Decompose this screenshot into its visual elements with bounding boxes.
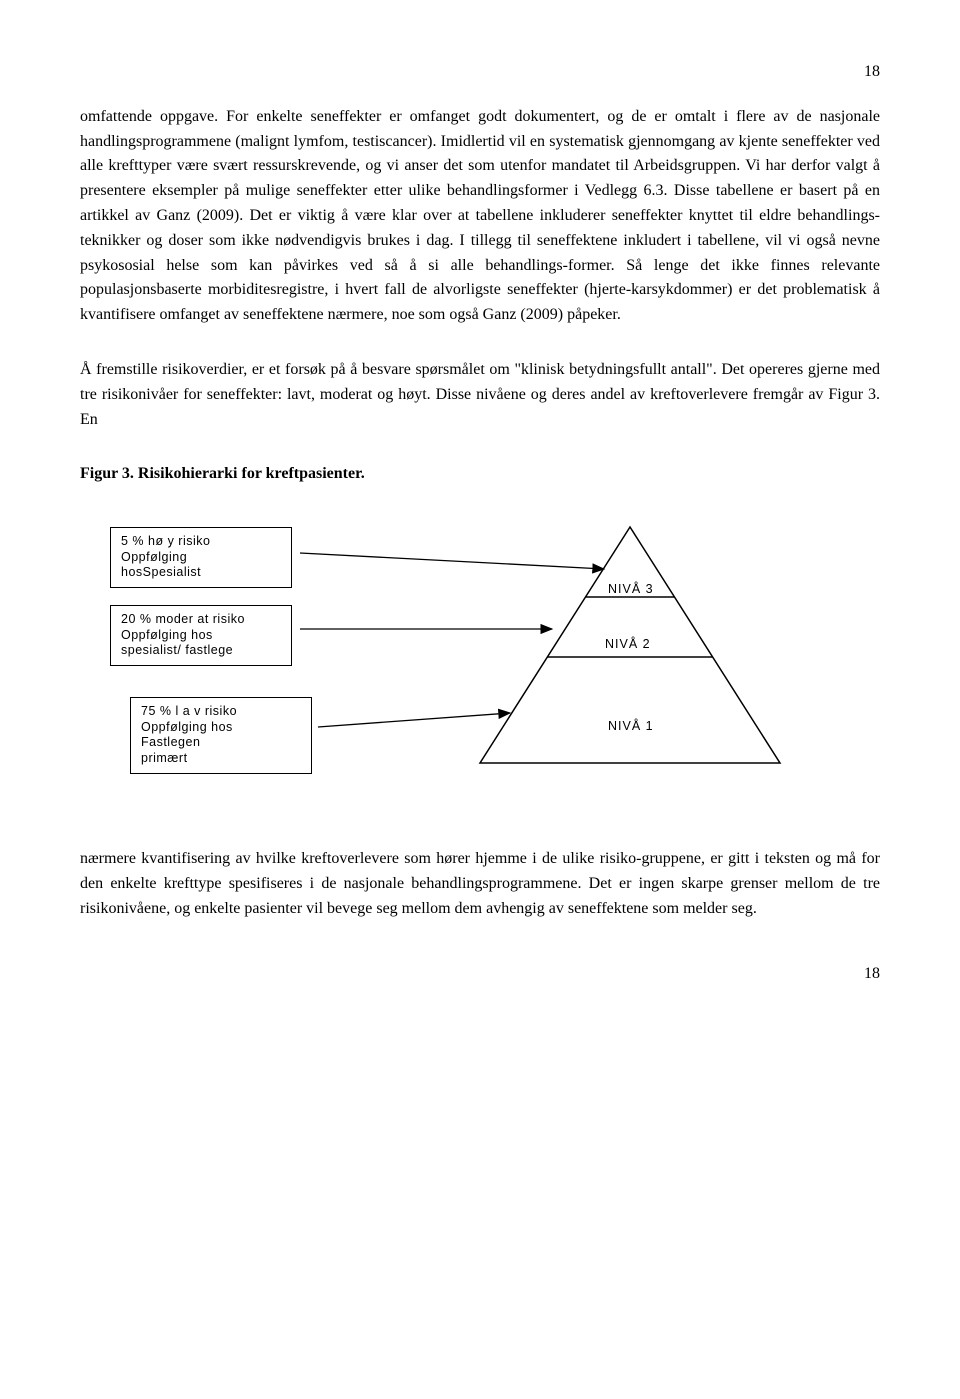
pyramid-level-label: NIVÅ 3 [608,580,654,599]
paragraph-3: nærmere kvantifisering av hvilke kreftov… [80,847,880,921]
paragraph-1: omfattende oppgave. For enkelte seneffek… [80,105,880,328]
pyramid-level-label: NIVÅ 1 [608,717,654,736]
paragraph-2: Å fremstille risikoverdier, er et forsøk… [80,358,880,432]
page-number-top: 18 [80,60,880,85]
figure-3-title: Figur 3. Risikohierarki for kreftpasient… [80,462,880,487]
figure-3-diagram: NIVÅ 3 NIVÅ 2 NIVÅ 1 5 % hø y risikoOppfølg… [110,517,830,797]
box-low: 75 % l a v risikoOppfølging hosFastlegen… [130,697,312,774]
page-number-bottom: 18 [80,962,880,987]
box-high: 5 % hø y risikoOppfølginghosSpesialist [110,527,292,588]
pyramid-level-label: NIVÅ 2 [605,635,651,654]
box-moderate: 20 % moder at risikoOppfølging hosspesia… [110,605,292,666]
